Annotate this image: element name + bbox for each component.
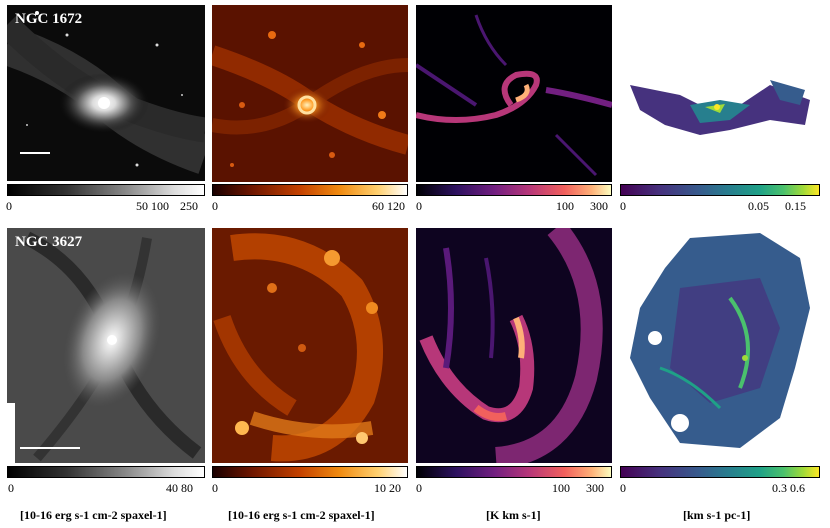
ngc3627-colorbar-co bbox=[416, 466, 612, 478]
unit-label: [10-16 erg s-1 cm-2 spaxel-1] bbox=[228, 508, 375, 522]
ngc1672-stellar-image: NGC 1672 bbox=[7, 5, 205, 181]
ngc1672-halpha-map bbox=[212, 5, 408, 182]
unit-label: [K km s-1] bbox=[486, 508, 541, 522]
unit-label: [km s-1 pc-1] bbox=[683, 508, 751, 522]
tick-label: 0 bbox=[212, 199, 218, 213]
ngc1672-colorbar-stellar bbox=[7, 184, 205, 196]
unit-label: [10-16 erg s-1 cm-2 spaxel-1] bbox=[20, 508, 167, 522]
tick-label: 0 bbox=[620, 481, 626, 495]
tick-label: 50 100 bbox=[136, 199, 169, 213]
tick-label: 0 bbox=[620, 199, 626, 213]
ngc1672-colorbar-co bbox=[416, 184, 612, 196]
tick-label: 0 bbox=[416, 199, 422, 213]
galaxy-name: NGC 3627 bbox=[15, 234, 83, 250]
ngc3627-colorbar-velocity-gradient bbox=[620, 466, 820, 478]
tick-label: 0 bbox=[212, 481, 218, 495]
ngc1672-velocity-gradient-map bbox=[620, 5, 820, 182]
ngc3627-colorbar-stellar bbox=[7, 466, 205, 478]
ngc3627-velocity-gradient-map bbox=[620, 228, 820, 463]
tick-label: 0 bbox=[416, 481, 422, 495]
tick-label: 100 bbox=[556, 199, 574, 213]
ngc3627-co-map bbox=[416, 228, 612, 463]
galaxy-name: NGC 1672 bbox=[15, 11, 83, 27]
scale-bar bbox=[20, 152, 50, 154]
ngc1672-co-map bbox=[416, 5, 612, 182]
tick-label: 40 80 bbox=[166, 481, 193, 495]
ngc3627-halpha-map bbox=[212, 228, 408, 463]
tick-label: 60 120 bbox=[372, 199, 405, 213]
tick-label: 0.3 0.6 bbox=[772, 481, 805, 495]
tick-label: 250 bbox=[180, 199, 198, 213]
tick-label: 0.05 bbox=[748, 199, 769, 213]
ngc3627-colorbar-halpha bbox=[212, 466, 408, 478]
tick-label: 100 bbox=[552, 481, 570, 495]
tick-label: 300 bbox=[590, 199, 608, 213]
scale-bar bbox=[20, 447, 80, 449]
tick-label: 0 bbox=[8, 481, 14, 495]
tick-label: 0 bbox=[6, 199, 12, 213]
ngc1672-colorbar-halpha bbox=[212, 184, 408, 196]
ngc3627-stellar-image: NGC 3627 bbox=[7, 228, 205, 463]
tick-label: 300 bbox=[586, 481, 604, 495]
tick-label: 10 20 bbox=[374, 481, 401, 495]
tick-label: 0.15 bbox=[785, 199, 806, 213]
ngc1672-colorbar-velocity-gradient bbox=[620, 184, 820, 196]
